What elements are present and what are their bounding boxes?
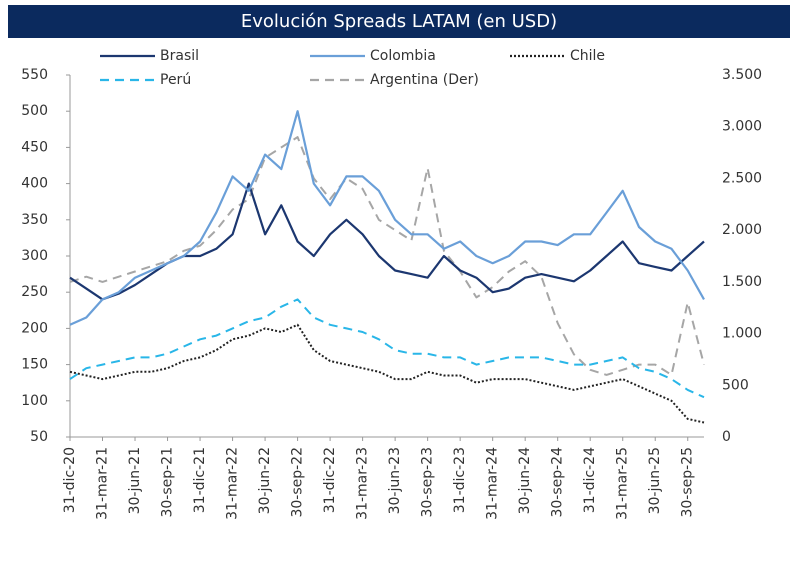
- y2-tick-label: 2.500: [722, 170, 762, 186]
- y-tick-label: 400: [21, 176, 48, 192]
- x-tick-label: 31-mar-23: [355, 447, 371, 520]
- legend-label: Brasil: [160, 48, 199, 64]
- y-tick-label: 100: [21, 393, 48, 409]
- series-line: [69, 136, 705, 376]
- x-tick-label: 31-dic-24: [582, 447, 598, 513]
- x-tick-label: 30-sep-22: [290, 447, 306, 518]
- y2-tick-label: 0: [722, 429, 731, 445]
- x-tick-label: 30-jun-25: [647, 447, 663, 514]
- y-tick-label: 450: [21, 139, 48, 155]
- y-tick-label: 250: [21, 284, 48, 300]
- y2-tick-label: 3.000: [722, 119, 762, 135]
- series-line: [69, 110, 705, 326]
- x-tick-label: 31-dic-21: [192, 447, 208, 513]
- y2-tick-label: 1.000: [722, 326, 762, 342]
- series-line: [69, 323, 705, 424]
- series-line: [69, 298, 705, 399]
- y-tick-label: 350: [21, 212, 48, 228]
- x-tick-label: 31-dic-22: [322, 447, 338, 513]
- x-tick-label: 31-mar-25: [615, 447, 631, 520]
- series-line: [69, 182, 705, 301]
- x-tick-label: 30-sep-21: [160, 447, 176, 518]
- y-tick-label: 500: [21, 103, 48, 119]
- legend-label: Colombia: [370, 48, 436, 64]
- y-tick-label: 300: [21, 248, 48, 264]
- x-tick-label: 31-mar-22: [225, 447, 241, 520]
- y2-tick-label: 500: [722, 377, 749, 393]
- x-tick-label: 31-mar-21: [95, 447, 111, 520]
- y2-tick-label: 3.500: [722, 67, 762, 83]
- x-tick-label: 30-sep-24: [550, 447, 566, 518]
- x-tick-label: 30-sep-25: [680, 447, 696, 518]
- y2-tick-label: 2.000: [722, 222, 762, 238]
- legend-label: Argentina (Der): [370, 72, 479, 88]
- x-tick-label: 31-dic-20: [62, 447, 78, 513]
- chart-title: Evolución Spreads LATAM (en USD): [241, 11, 557, 32]
- y-tick-label: 50: [30, 429, 48, 445]
- y2-tick-label: 1.500: [722, 274, 762, 290]
- x-tick-label: 30-jun-24: [517, 447, 533, 514]
- x-tick-label: 30-jun-21: [127, 447, 143, 514]
- y-tick-label: 200: [21, 320, 48, 336]
- y-tick-label: 550: [21, 67, 48, 83]
- x-tick-label: 31-dic-23: [452, 447, 468, 513]
- y-tick-label: 150: [21, 357, 48, 373]
- title-bar: [8, 5, 790, 38]
- x-tick-label: 30-sep-23: [420, 447, 436, 518]
- legend-label: Chile: [570, 48, 605, 64]
- legend-label: Perú: [160, 72, 191, 88]
- x-tick-label: 31-mar-24: [485, 447, 501, 520]
- x-tick-label: 30-jun-23: [387, 447, 403, 514]
- x-tick-label: 30-jun-22: [257, 447, 273, 514]
